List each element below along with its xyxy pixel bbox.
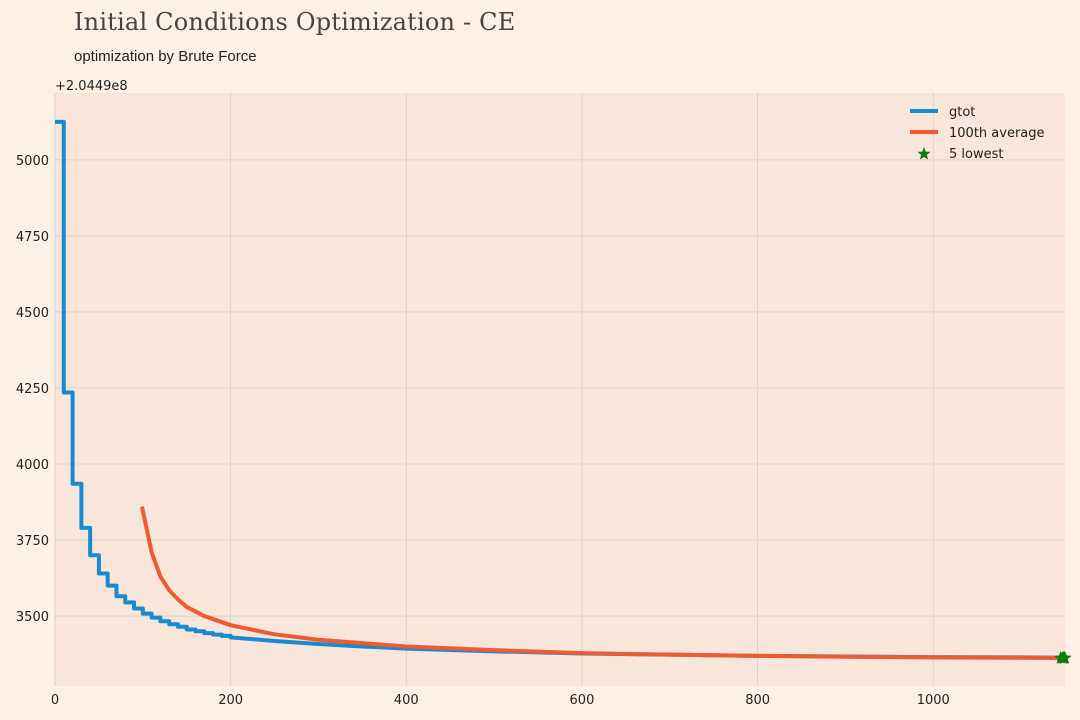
series-line-gtot [55,119,1066,660]
x-tick-label: 0 [51,693,59,708]
x-tick-label: 200 [218,693,243,708]
x-axis-ticks: 0 200 400 600 800 1000 [51,693,950,708]
grid-lines [54,93,1065,686]
y-axis-ticks: 3500 3750 4000 4250 4500 4750 5000 [16,154,49,625]
plot-area [55,93,1065,686]
chart-subtitle: optimization by Brute Force [74,48,257,65]
legend-label-100th-average: 100th average [949,126,1045,141]
x-tick-label: 1000 [917,693,950,708]
y-tick-label: 5000 [16,154,49,169]
chart-title: Initial Conditions Optimization - CE [74,8,516,36]
y-tick-label: 3750 [16,534,49,549]
series-line-100th-average [139,506,1066,661]
y-tick-label: 3500 [16,610,49,625]
lowest-point-star [1058,651,1072,664]
y-tick-label: 4000 [16,458,49,473]
x-tick-label: 600 [570,693,595,708]
legend-swatch-5-lowest [917,147,931,160]
x-tick-label: 400 [394,693,419,708]
y-tick-label: 4250 [16,382,49,397]
y-tick-label: 4500 [16,306,49,321]
legend-label-gtot: gtot [949,105,975,120]
legend: gtot 100th average 5 lowest [910,105,1045,162]
legend-label-5-lowest: 5 lowest [949,147,1003,162]
x-tick-label: 800 [745,693,770,708]
series-group [55,119,1072,664]
y-tick-label: 4750 [16,230,49,245]
y-axis-offset-label: +2.0449e8 [55,79,128,94]
